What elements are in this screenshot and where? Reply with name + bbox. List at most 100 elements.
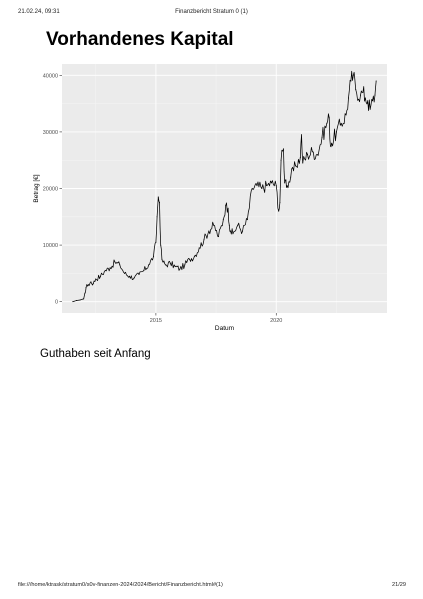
data-point xyxy=(161,258,163,260)
data-point xyxy=(290,176,292,178)
data-point xyxy=(169,262,171,264)
data-point xyxy=(270,182,272,184)
data-point xyxy=(302,162,304,164)
data-point xyxy=(242,230,244,232)
data-point xyxy=(329,145,331,147)
data-point xyxy=(133,277,135,279)
data-point xyxy=(362,91,364,93)
browser-header-datetime: 21.02.24, 09:31 xyxy=(18,9,60,15)
chart-series-layer xyxy=(72,70,377,303)
data-point xyxy=(282,148,284,150)
data-point xyxy=(251,188,253,189)
page-title: Vorhandenes Kapital xyxy=(46,29,234,50)
data-point xyxy=(345,114,347,116)
data-point xyxy=(360,94,362,96)
data-point xyxy=(279,202,281,204)
data-point xyxy=(275,185,277,187)
data-point xyxy=(152,255,154,257)
data-point xyxy=(193,255,195,257)
data-point xyxy=(307,154,309,156)
section-text: Guthaben seit Anfang xyxy=(40,348,151,360)
data-point xyxy=(374,94,376,96)
data-point xyxy=(347,97,349,99)
y-axis-label: Betrag [€] xyxy=(33,174,40,202)
data-point xyxy=(159,202,160,204)
data-point xyxy=(311,151,313,153)
data-point xyxy=(222,219,224,221)
data-point xyxy=(213,224,215,226)
data-point xyxy=(261,188,263,189)
data-point xyxy=(299,156,301,158)
data-point xyxy=(278,210,280,212)
y-tick-label: 10000 xyxy=(43,243,58,249)
data-point xyxy=(85,287,87,289)
data-point xyxy=(83,298,85,300)
data-point xyxy=(119,264,121,266)
data-point xyxy=(372,100,374,102)
data-point xyxy=(148,264,150,266)
data-point xyxy=(72,301,74,303)
data-point xyxy=(331,142,333,144)
browser-footer-url: file:///home/ktrask/stratum0/s0v-finanze… xyxy=(18,582,223,588)
data-point xyxy=(369,108,371,110)
data-point xyxy=(280,159,282,161)
data-point xyxy=(230,230,232,232)
chart-grid xyxy=(62,64,387,313)
data-point xyxy=(246,219,248,221)
data-point xyxy=(350,80,352,82)
data-point xyxy=(155,241,157,243)
data-point xyxy=(227,207,229,209)
data-point xyxy=(114,261,116,263)
data-point xyxy=(198,247,200,249)
x-axis-label: Datum xyxy=(215,325,234,332)
x-tick-label: 2020 xyxy=(270,318,282,324)
x-tick-label: 2015 xyxy=(150,318,162,324)
data-point xyxy=(174,266,176,268)
data-point xyxy=(355,88,357,90)
data-point xyxy=(124,272,126,274)
data-point xyxy=(92,283,94,285)
data-point xyxy=(84,292,86,294)
data-point xyxy=(138,274,140,276)
data-point xyxy=(217,236,219,238)
data-point xyxy=(256,185,258,187)
data-point xyxy=(165,264,167,266)
data-point xyxy=(301,134,303,136)
data-point xyxy=(203,238,205,240)
chart-axis-ticks: 0 10000 20000 30000 40000 2015 2020 xyxy=(43,73,283,324)
data-point xyxy=(284,182,286,184)
data-point xyxy=(316,154,318,156)
y-tick-label: 20000 xyxy=(43,187,58,193)
data-point xyxy=(157,196,159,198)
data-point xyxy=(128,275,130,277)
data-point xyxy=(75,300,77,302)
data-point xyxy=(232,233,234,235)
y-tick-label: 30000 xyxy=(43,130,58,136)
y-tick-label: 0 xyxy=(55,300,58,306)
browser-footer-page-number: 21/29 xyxy=(392,582,406,588)
data-point xyxy=(79,299,81,301)
data-point xyxy=(104,270,106,272)
data-point xyxy=(228,224,230,226)
data-point xyxy=(156,216,158,218)
data-point xyxy=(286,185,288,187)
data-point xyxy=(95,278,97,280)
data-point xyxy=(295,165,297,167)
data-point xyxy=(162,261,164,263)
data-point xyxy=(237,224,239,226)
data-point xyxy=(143,270,145,272)
browser-header-title: Finanzbericht Stratum 0 (1) xyxy=(175,9,248,15)
data-point xyxy=(184,264,186,266)
data-point xyxy=(179,268,181,270)
data-point xyxy=(208,230,210,232)
data-point xyxy=(340,122,342,124)
y-tick-label: 40000 xyxy=(43,73,58,79)
data-point xyxy=(160,244,162,246)
data-point xyxy=(100,275,102,277)
data-point xyxy=(321,137,323,139)
data-point xyxy=(352,74,354,76)
data-point xyxy=(90,281,92,283)
data-point xyxy=(225,204,227,206)
data-point xyxy=(266,185,268,187)
